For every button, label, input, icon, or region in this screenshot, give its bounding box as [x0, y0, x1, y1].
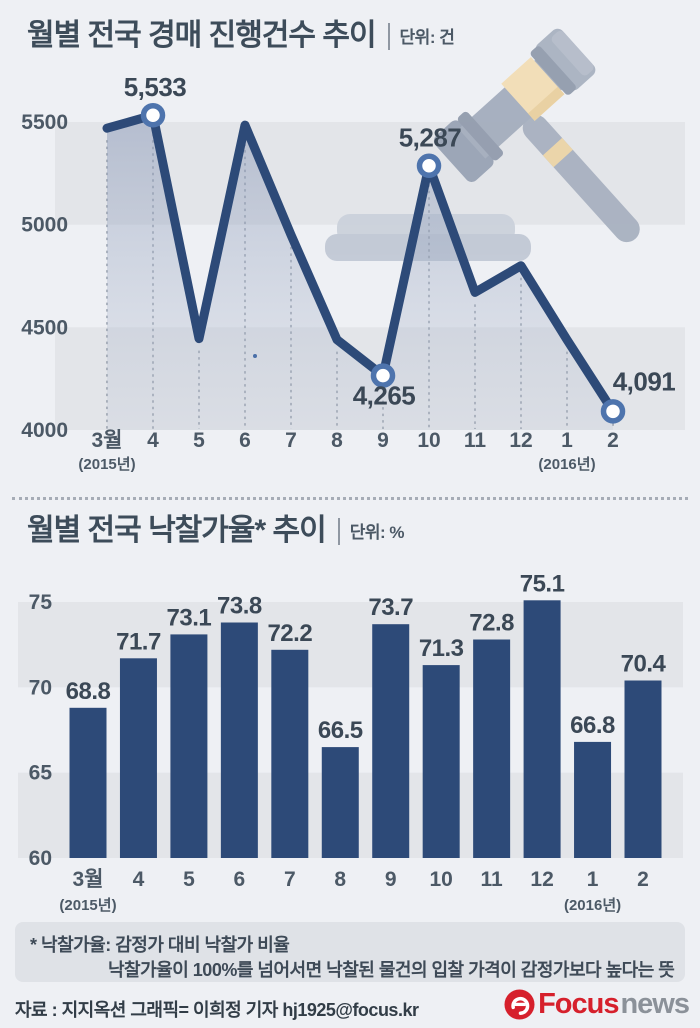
- x-tick-label: 4: [147, 429, 159, 452]
- gavel-illustration: [325, 28, 640, 261]
- x-tick-label: 10: [417, 429, 440, 452]
- x-tick-label: 12: [530, 868, 553, 891]
- point-value-label: 4,091: [613, 366, 676, 396]
- y-tick-label: 70: [29, 676, 52, 699]
- bar-value-label: 70.4: [621, 651, 667, 678]
- bar-chart-header: 월별 전국 낙찰가율* 추이 단위: %: [27, 514, 404, 547]
- gavel-mallet: [433, 28, 640, 243]
- section-divider: [12, 497, 688, 500]
- x-tick-label: 9: [385, 868, 397, 891]
- x-tick-label: 7: [284, 868, 296, 891]
- point-value-label: 5,533: [124, 72, 187, 102]
- x-tick-label: 1: [561, 429, 573, 452]
- x-tick-label: 12: [509, 429, 532, 452]
- x-tick-label: 11: [464, 429, 487, 452]
- x-tick-label: 3월: [73, 868, 104, 891]
- bar: [624, 680, 662, 858]
- y-tick-label: 65: [29, 762, 53, 785]
- bar-value-label: 73.1: [167, 604, 212, 631]
- x-tick-label: 1: [587, 868, 599, 891]
- bar-value-label: 73.8: [217, 592, 262, 619]
- data-point-marker: [416, 153, 442, 178]
- y-tick-label: 5000: [21, 214, 68, 237]
- line-chart-title: 월별 전국 경매 진행건수 추이: [27, 19, 377, 52]
- bar-chart-title: 월별 전국 낙찰가율* 추이: [27, 514, 327, 547]
- y-tick-label: 5500: [21, 111, 68, 134]
- bar-value-label: 73.7: [368, 594, 413, 621]
- title-separator: [387, 23, 390, 50]
- footnote-line2: 낙찰가율이 100%를 넘어서면 낙찰된 물건의 입찰 가격이 감정가보다 높다…: [108, 960, 675, 980]
- line-series: [102, 110, 618, 416]
- line-chart: 5500 5000 4500 4000 5,533 4,265 5,287 4,091 3월 4 5…: [21, 28, 685, 473]
- x-tick-label: 2: [637, 868, 649, 891]
- y-tick-label: 4000: [21, 419, 68, 442]
- data-point-marker: [370, 363, 396, 388]
- year-note: (2015년): [59, 897, 116, 914]
- x-tick-label: 8: [334, 868, 346, 891]
- x-tick-label: 9: [377, 429, 389, 452]
- data-point-marker: [600, 399, 626, 424]
- x-tick-label: 2: [607, 429, 619, 452]
- footer-source: 자료 : 지지옥션 그래픽= 이희정 기자 hj1925@focus.kr: [15, 1000, 419, 1020]
- bar: [473, 639, 511, 858]
- x-tick-label: 4: [133, 868, 145, 891]
- bar: [321, 747, 359, 858]
- bar: [220, 622, 258, 858]
- stray-dot: [253, 354, 257, 358]
- bar-chart-unit: 단위: %: [349, 523, 405, 542]
- bar: [422, 665, 460, 858]
- bar: [170, 634, 208, 858]
- data-point-marker: [140, 102, 166, 128]
- line-chart-unit: 단위: 건: [399, 28, 455, 47]
- line-chart-header: 월별 전국 경매 진행건수 추이 단위: 건: [27, 19, 455, 52]
- x-tick-label: 8: [331, 429, 343, 452]
- focus-news-logo: Focus news: [504, 988, 690, 1021]
- y-tick-label: 75: [29, 591, 53, 614]
- footnote-box: * 낙찰가율: 감정가 대비 낙찰가 비율 낙찰가율이 100%를 넘어서면 낙…: [15, 922, 685, 982]
- bar-value-label: 75.1: [520, 570, 565, 597]
- bar-value-label: 66.5: [318, 717, 363, 744]
- logo-focus-text: Focus: [538, 988, 619, 1020]
- title-separator: [337, 518, 340, 545]
- bar: [574, 741, 612, 858]
- bar: [119, 658, 157, 858]
- year-note: (2015년): [78, 456, 135, 473]
- x-tick-label: 11: [481, 868, 504, 891]
- x-tick-label: 6: [239, 429, 251, 452]
- focus-news-icon: [504, 989, 535, 1020]
- logo-news-text: news: [620, 988, 690, 1020]
- x-tick-label: 10: [430, 868, 453, 891]
- point-value-label: 5,287: [399, 123, 462, 153]
- x-tick-label: 5: [183, 868, 195, 891]
- bar-value-label: 72.8: [469, 610, 514, 637]
- bar-value-label: 68.8: [66, 678, 111, 705]
- footnote-line1: * 낙찰가율: 감정가 대비 낙찰가 비율: [30, 935, 290, 955]
- y-tick-label: 4500: [21, 316, 68, 339]
- bar-value-label: 71.7: [116, 628, 161, 655]
- bar: [523, 600, 561, 858]
- x-tick-label: 7: [285, 429, 297, 452]
- bar-value-label: 72.2: [267, 620, 312, 647]
- year-note: (2016년): [538, 456, 595, 473]
- x-tick-label: 6: [234, 868, 246, 891]
- year-note: (2016년): [564, 897, 621, 914]
- bar: [69, 707, 107, 858]
- x-tick-label: 3월: [92, 429, 123, 452]
- point-value-label: 4,265: [353, 381, 416, 411]
- bar-value-label: 71.3: [419, 635, 464, 662]
- y-tick-label: 60: [29, 847, 52, 870]
- x-tick-label: 5: [193, 429, 205, 452]
- bar: [271, 649, 309, 858]
- bar-value-label: 66.8: [570, 712, 615, 739]
- bar: [372, 624, 410, 858]
